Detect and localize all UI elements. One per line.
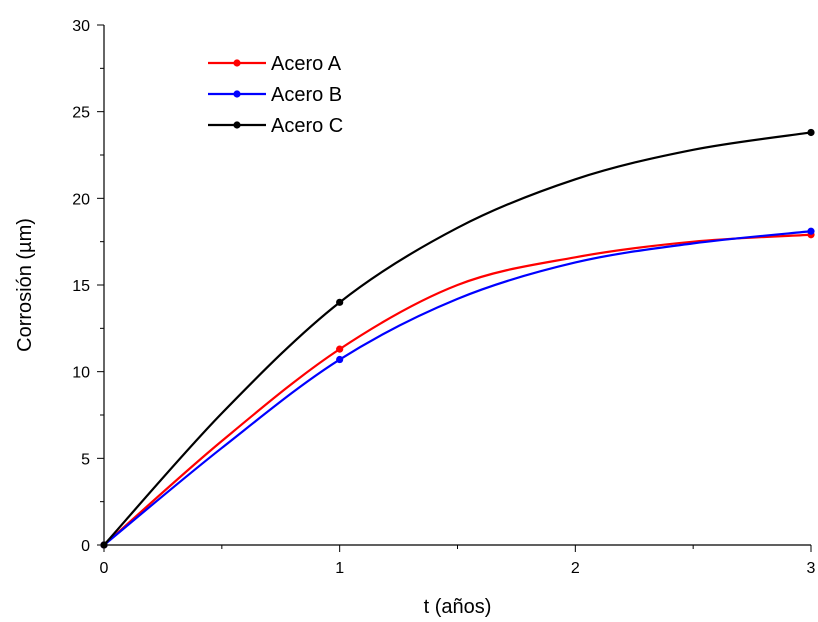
y-axis-label: Corrosión (µm) (14, 218, 36, 352)
x-tick-label: 2 (571, 560, 580, 577)
series-layer (100, 128, 815, 549)
x-tick-label: 0 (100, 560, 109, 577)
y-tick-label: 0 (81, 538, 90, 555)
x-tick-label: 1 (335, 560, 344, 577)
data-point-acero-c (336, 298, 344, 306)
x-tick-label: 3 (807, 560, 816, 577)
y-tick-label: 10 (72, 365, 90, 382)
y-tick-label: 20 (72, 191, 90, 208)
series-line-acero-b (103, 230, 812, 546)
legend-marker-acero-c (233, 121, 241, 129)
legend-label-acero-c: Acero C (271, 115, 343, 137)
data-point-acero-b (807, 227, 815, 235)
data-point-acero-a (336, 345, 344, 353)
legend-marker-acero-a (233, 59, 241, 67)
legend-label-acero-b: Acero B (271, 84, 342, 106)
y-tick-label: 30 (72, 18, 90, 35)
legend-marker-acero-b (233, 90, 241, 98)
series-line-acero-a (103, 233, 812, 546)
y-tick-label: 25 (72, 105, 90, 122)
legend: Acero A Acero B Acero C (208, 53, 343, 137)
data-point-acero-b (336, 355, 344, 364)
data-point-acero-c (807, 128, 815, 137)
legend-label-acero-a: Acero A (271, 53, 342, 75)
series-line-acero-c (103, 131, 812, 546)
y-tick-label: 15 (72, 278, 90, 295)
y-tick-label: 5 (81, 451, 90, 468)
data-point-acero-c (100, 541, 108, 549)
x-axis-label: t (años) (424, 596, 492, 618)
